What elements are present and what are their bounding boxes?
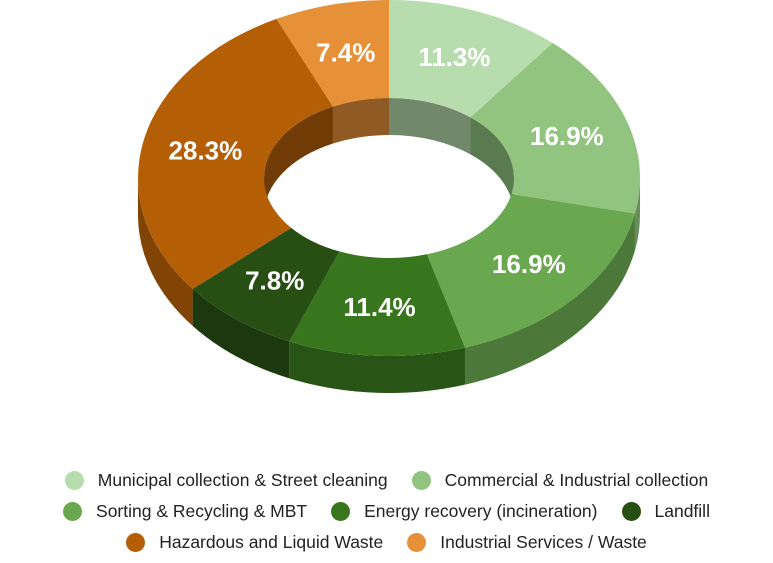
inner-wall-segment — [389, 98, 471, 155]
donut-slice[interactable] — [138, 18, 333, 289]
legend-row-3: Hazardous and Liquid Waste Industrial Se… — [0, 527, 773, 558]
legend-row-1: Municipal collection & Street cleaning C… — [0, 465, 773, 496]
slice-value-label: 16.9% — [530, 121, 604, 151]
legend-item-industrial-services[interactable]: Industrial Services / Waste — [407, 532, 647, 553]
legend-marker — [63, 502, 83, 521]
legend-item-energy[interactable]: Energy recovery (incineration) — [331, 501, 598, 522]
legend-label: Sorting & Recycling & MBT — [96, 501, 308, 521]
legend-item-municipal[interactable]: Municipal collection & Street cleaning — [64, 470, 388, 491]
legend-label: Industrial Services / Waste — [440, 532, 647, 552]
inner-wall-segment — [470, 117, 514, 215]
legend: Municipal collection & Street cleaning C… — [0, 465, 773, 558]
legend-marker — [331, 502, 351, 521]
slice-value-label: 7.8% — [245, 265, 304, 295]
legend-marker — [411, 471, 431, 490]
donut-slice[interactable] — [389, 0, 553, 118]
slice-value-label: 11.3% — [418, 42, 490, 72]
legend-item-commercial[interactable]: Commercial & Industrial collection — [411, 470, 709, 491]
legend-row-2: Sorting & Recycling & MBT Energy recover… — [0, 496, 773, 527]
legend-label: Hazardous and Liquid Waste — [159, 532, 384, 552]
slice-value-label: 16.9% — [492, 249, 566, 279]
slice-value-label: 28.3% — [169, 135, 243, 165]
outer-wall-segment — [634, 178, 640, 251]
outer-wall-segment — [192, 288, 290, 379]
legend-item-sorting[interactable]: Sorting & Recycling & MBT — [63, 501, 307, 522]
legend-item-landfill[interactable]: Landfill — [621, 501, 710, 522]
slice-value-label: 11.4% — [343, 292, 415, 322]
legend-marker — [621, 502, 641, 521]
donut-chart: 11.3% 16.9% 16.9% 11.4% 7.8% 28.3% 7.4% — [138, 0, 640, 393]
inner-wall-segment — [332, 98, 389, 144]
legend-item-hazardous[interactable]: Hazardous and Liquid Waste — [126, 532, 383, 553]
donut-slice[interactable] — [289, 251, 466, 356]
legend-marker — [407, 533, 427, 552]
legend-marker — [64, 471, 84, 490]
donut-slice[interactable] — [426, 193, 635, 348]
inner-wall-segment — [264, 106, 333, 215]
donut-slice[interactable] — [470, 43, 640, 214]
slice-value-label: 7.4% — [316, 37, 375, 67]
outer-wall-segment — [465, 213, 635, 385]
donut-slice[interactable] — [192, 227, 340, 342]
legend-label: Energy recovery (incineration) — [364, 501, 598, 521]
outer-wall-segment — [138, 178, 193, 326]
slice-labels: 11.3% 16.9% 16.9% 11.4% 7.8% 28.3% 7.4% — [169, 37, 604, 321]
legend-label: Landfill — [654, 501, 710, 521]
legend-marker — [126, 533, 146, 552]
donut-side-walls — [138, 98, 640, 393]
legend-label: Municipal collection & Street cleaning — [97, 470, 388, 490]
legend-label: Commercial & Industrial collection — [444, 470, 709, 490]
donut-top-slices — [138, 0, 640, 356]
donut-slice[interactable] — [276, 0, 389, 107]
outer-wall-segment — [289, 341, 466, 393]
